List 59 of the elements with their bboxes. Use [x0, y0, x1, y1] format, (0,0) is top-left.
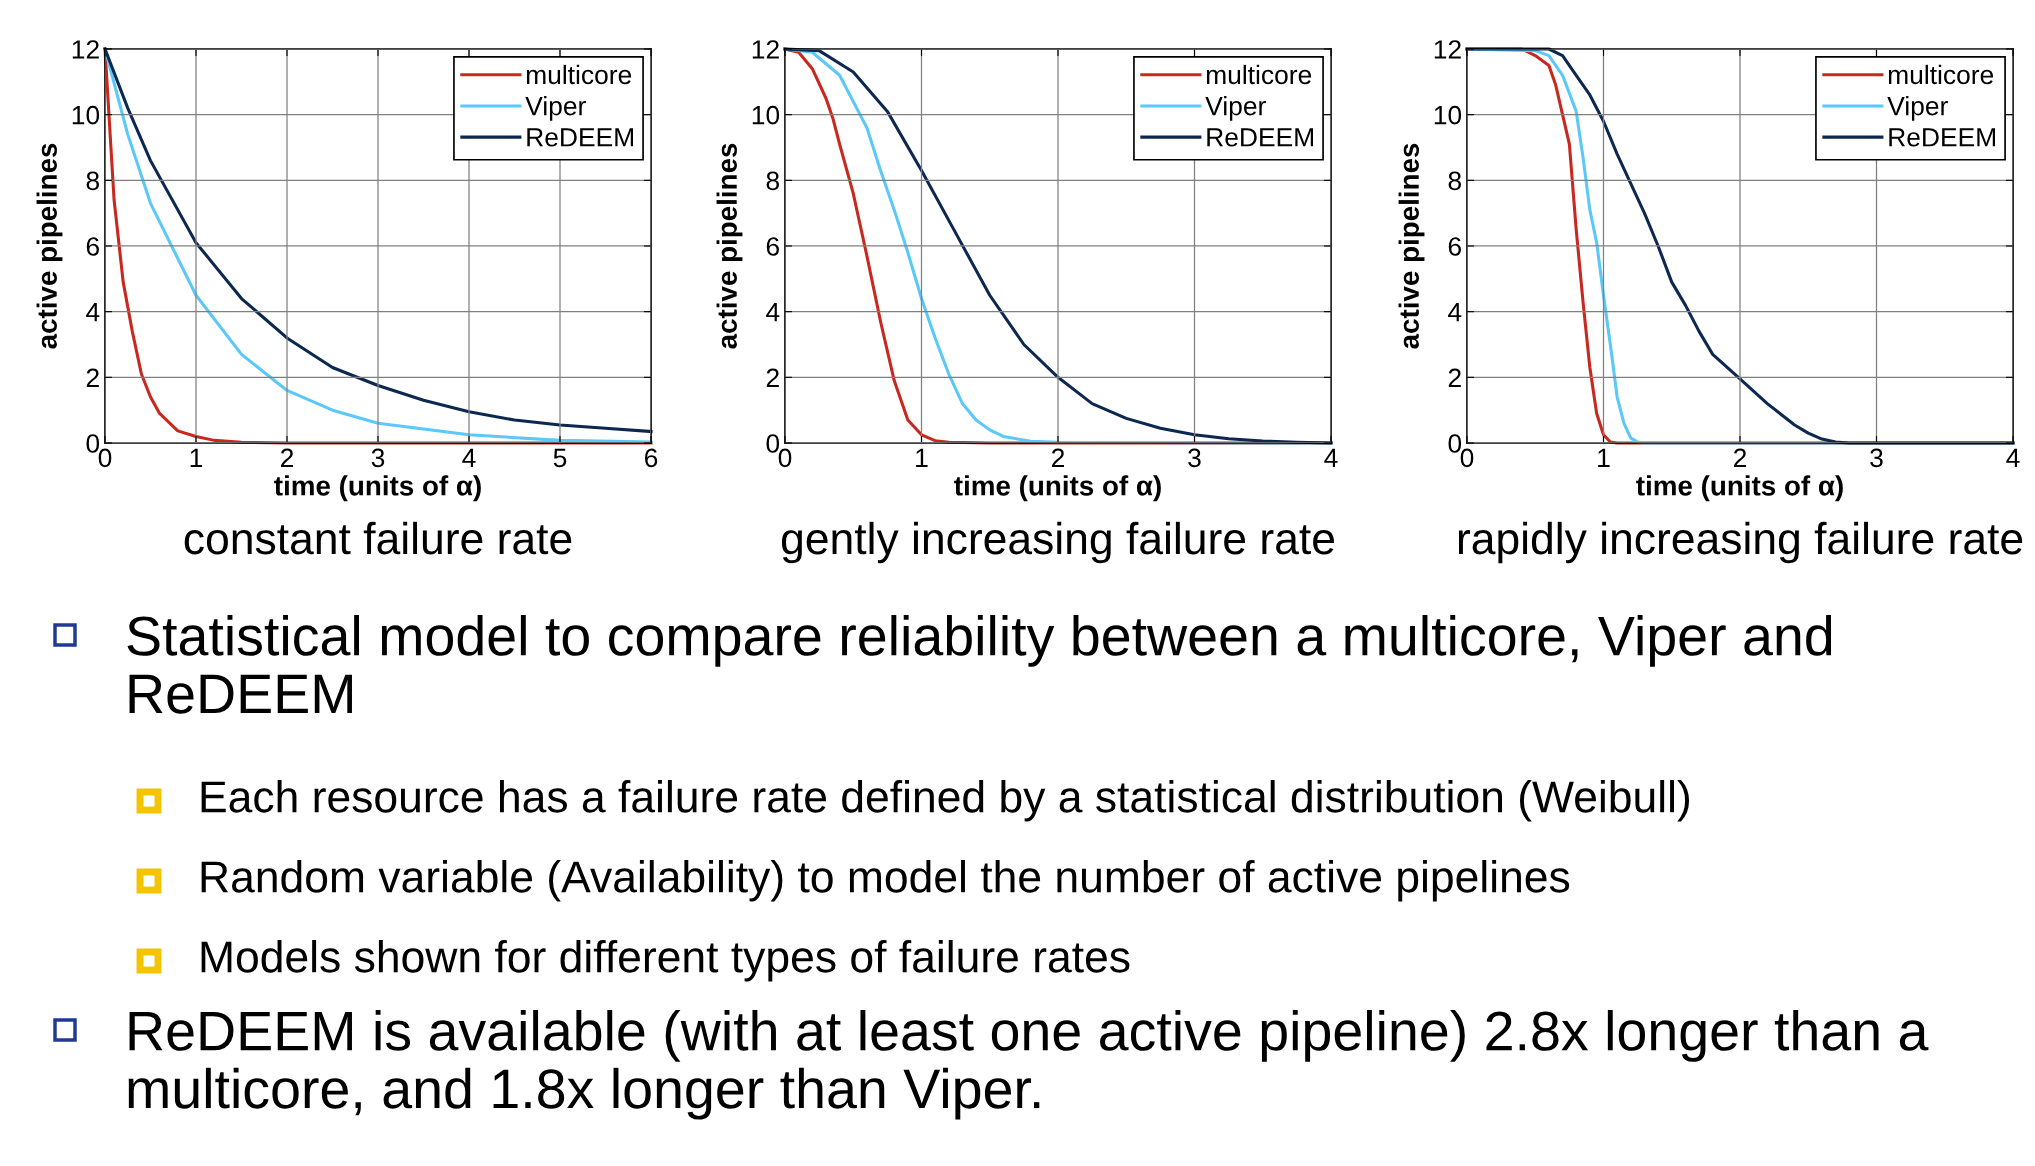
x-tick-label: 4	[1324, 448, 1338, 467]
y-tick-label: 2	[1448, 368, 1461, 387]
y-tick-label: 0	[1448, 434, 1462, 453]
legend-label: ReDEEM	[1207, 128, 1313, 147]
y-tick-label: 6	[1448, 237, 1461, 256]
x-tick-label: 4	[462, 448, 476, 467]
line-series	[783, 47, 1333, 445]
legend-label: multicore	[1888, 64, 1994, 85]
y-tick-label: 12	[752, 40, 779, 59]
y-tick-label: 10	[752, 105, 780, 125]
x-tick-label: 1	[916, 448, 928, 467]
x-tick-label: 2	[280, 448, 294, 467]
y-tick-label: 4	[86, 303, 100, 322]
legend-label: multicore	[1206, 64, 1312, 85]
y-tick-label: 0	[766, 434, 780, 453]
x-axis-title: time (units of α)	[274, 475, 481, 502]
x-axis-title: time (units of α)	[1636, 475, 1843, 502]
y-tick-label: 2	[86, 368, 99, 387]
text: Each resource has a failure rate defined by a statistical distribution (Weibull)	[201, 780, 1690, 822]
x-tick-label: 3	[371, 448, 385, 468]
y-tick-label: 6	[766, 237, 779, 256]
text: Models shown for different types of failure rates	[201, 940, 1130, 982]
y-axis-title: active pipelines	[1398, 143, 1425, 349]
y-tick-label: 2	[766, 368, 779, 387]
x-tick-label: 2	[1051, 448, 1065, 467]
legend-label: multicore	[526, 64, 632, 85]
y-axis-title: active pipelines	[36, 143, 63, 349]
y-tick-label: 4	[766, 303, 780, 322]
y-tick-label: 6	[86, 237, 99, 256]
x-tick-label: 1	[1598, 448, 1610, 467]
x-tick-label: 4	[2006, 448, 2020, 467]
y-tick-label: 8	[1448, 171, 1461, 191]
legend-label: ReDEEM	[527, 128, 633, 147]
x-tick-label: 3	[1188, 448, 1201, 468]
y-tick-label: 0	[86, 434, 100, 453]
y-tick-label: 8	[766, 171, 779, 191]
text: rapidly increasing failure rate	[1458, 521, 2023, 564]
text: gently increasing failure rate	[781, 521, 1334, 564]
x-tick-label: 2	[1733, 448, 1747, 467]
x-tick-label: 1	[190, 448, 203, 467]
y-tick-label: 10	[72, 105, 100, 125]
x-axis-title: time (units of α)	[954, 475, 1161, 502]
y-tick-label: 4	[1448, 303, 1462, 322]
y-tick-label: 10	[1434, 105, 1462, 125]
x-tick-label: 3	[1870, 448, 1883, 468]
y-tick-label: 12	[1434, 40, 1461, 59]
y-axis-title: active pipelines	[716, 143, 743, 349]
y-tick-label: 12	[72, 40, 99, 59]
text: constant failure rate	[184, 521, 572, 555]
legend-label: ReDEEM	[1889, 128, 1995, 147]
legend-label: Viper	[1205, 96, 1266, 121]
x-tick-label: 5	[553, 448, 567, 468]
legend-label: Viper	[525, 96, 586, 121]
text: ReDEEM is available (with at least one active pipeline) 2.8x longer than a multicore, and 1.8x longer than Viper.	[128, 1010, 1929, 1120]
x-tick-label: 6	[645, 448, 658, 468]
y-tick-label: 8	[86, 171, 99, 191]
text: Random variable (Availability) to model the number of active pipelines	[201, 860, 1570, 902]
legend-label: Viper	[1887, 96, 1948, 121]
text: Statistical model to compare reliability between a multicore, Viper and ReDEEM	[127, 615, 1832, 714]
